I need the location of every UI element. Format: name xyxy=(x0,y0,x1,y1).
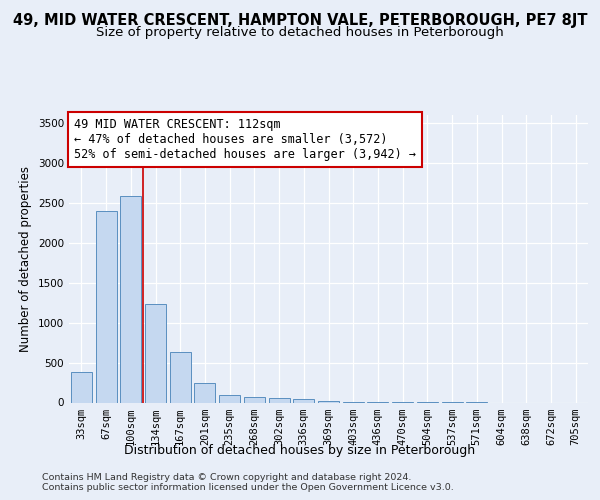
Text: Distribution of detached houses by size in Peterborough: Distribution of detached houses by size … xyxy=(124,444,476,457)
Bar xyxy=(120,196,141,402)
Text: 49, MID WATER CRESCENT, HAMPTON VALE, PETERBOROUGH, PE7 8JT: 49, MID WATER CRESCENT, HAMPTON VALE, PE… xyxy=(13,12,587,28)
Y-axis label: Number of detached properties: Number of detached properties xyxy=(19,166,32,352)
Text: Size of property relative to detached houses in Peterborough: Size of property relative to detached ho… xyxy=(96,26,504,39)
Bar xyxy=(244,397,265,402)
Bar xyxy=(293,398,314,402)
Bar xyxy=(194,382,215,402)
Bar xyxy=(145,304,166,402)
Bar xyxy=(318,401,339,402)
Bar xyxy=(71,372,92,402)
Text: Contains HM Land Registry data © Crown copyright and database right 2024.
Contai: Contains HM Land Registry data © Crown c… xyxy=(42,472,454,492)
Bar xyxy=(170,352,191,403)
Bar xyxy=(95,211,116,402)
Bar xyxy=(269,398,290,402)
Bar xyxy=(219,394,240,402)
Text: 49 MID WATER CRESCENT: 112sqm
← 47% of detached houses are smaller (3,572)
52% o: 49 MID WATER CRESCENT: 112sqm ← 47% of d… xyxy=(74,118,416,161)
